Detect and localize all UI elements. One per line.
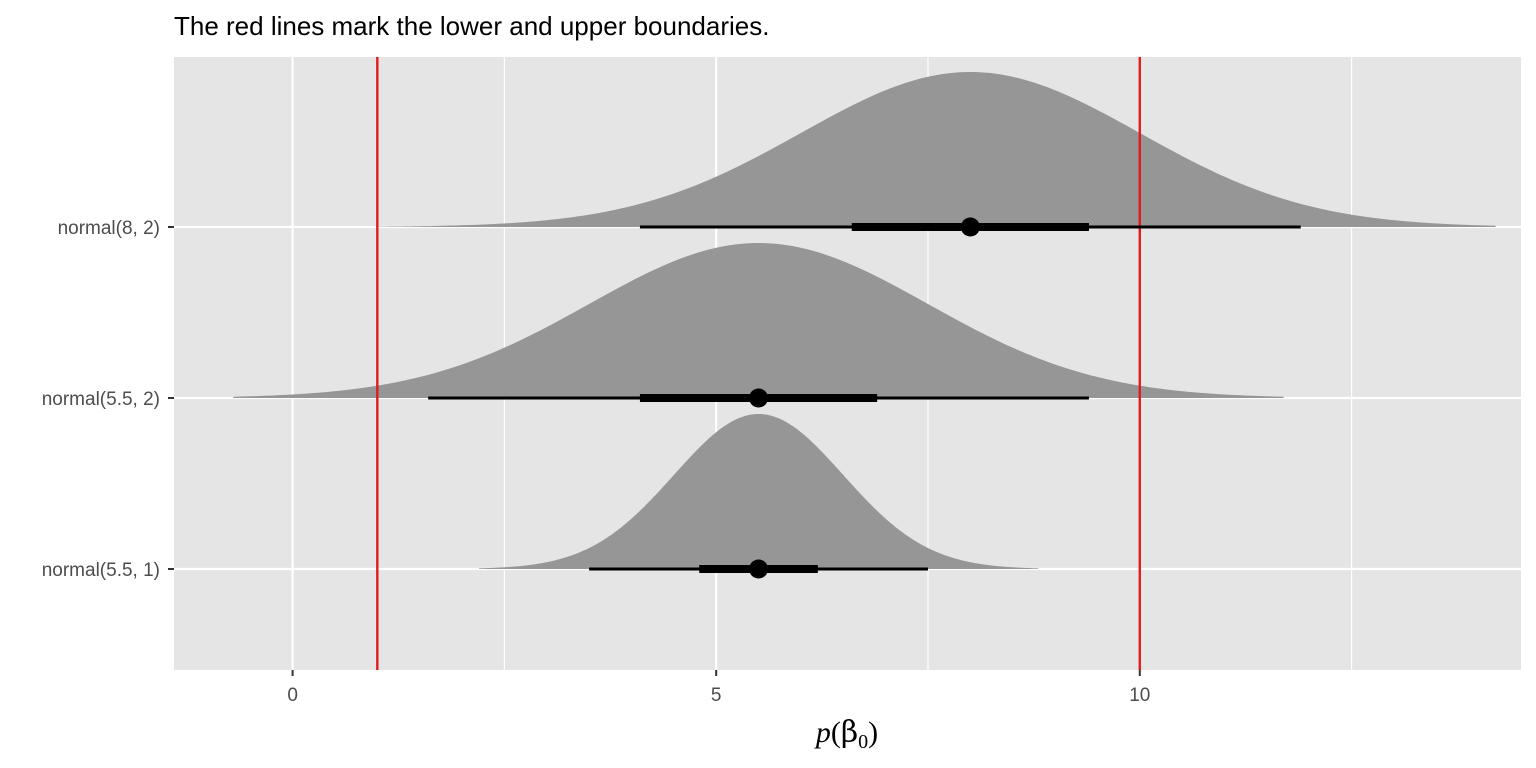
density-1 [233, 243, 1284, 398]
y-axis: normal(8, 2) normal(5.5, 2) normal(5.5, 1) [42, 218, 174, 581]
x-axis-title-open-paren: ( [831, 716, 841, 749]
point-estimate-2 [749, 559, 769, 579]
x-axis-title-symbol: β [841, 715, 858, 750]
y-tick-label-0: normal(8, 2) [58, 218, 160, 239]
x-axis-title-close-paren: ) [868, 716, 878, 749]
y-tick-label-1: normal(5.5, 2) [42, 389, 160, 410]
x-tick-label-2: 10 [1129, 685, 1150, 706]
x-tick-label-0: 0 [287, 685, 298, 706]
point-estimate-0 [960, 217, 980, 237]
density-0 [377, 72, 1496, 227]
chart-subtitle: The red lines mark the lower and upper b… [174, 11, 769, 41]
interval-layer [428, 217, 1301, 579]
density-2 [478, 414, 1039, 569]
x-axis-title-subscript: 0 [858, 731, 868, 753]
reference-lines [376, 57, 1141, 670]
density-layer [233, 72, 1496, 569]
x-tick-label-1: 5 [711, 685, 722, 706]
x-axis-title-prefix: p [814, 716, 831, 749]
x-axis-title: p(β0) [814, 715, 878, 753]
x-axis: 0 5 10 [287, 670, 1150, 706]
point-estimate-1 [749, 388, 769, 408]
y-tick-label-2: normal(5.5, 1) [42, 560, 160, 581]
